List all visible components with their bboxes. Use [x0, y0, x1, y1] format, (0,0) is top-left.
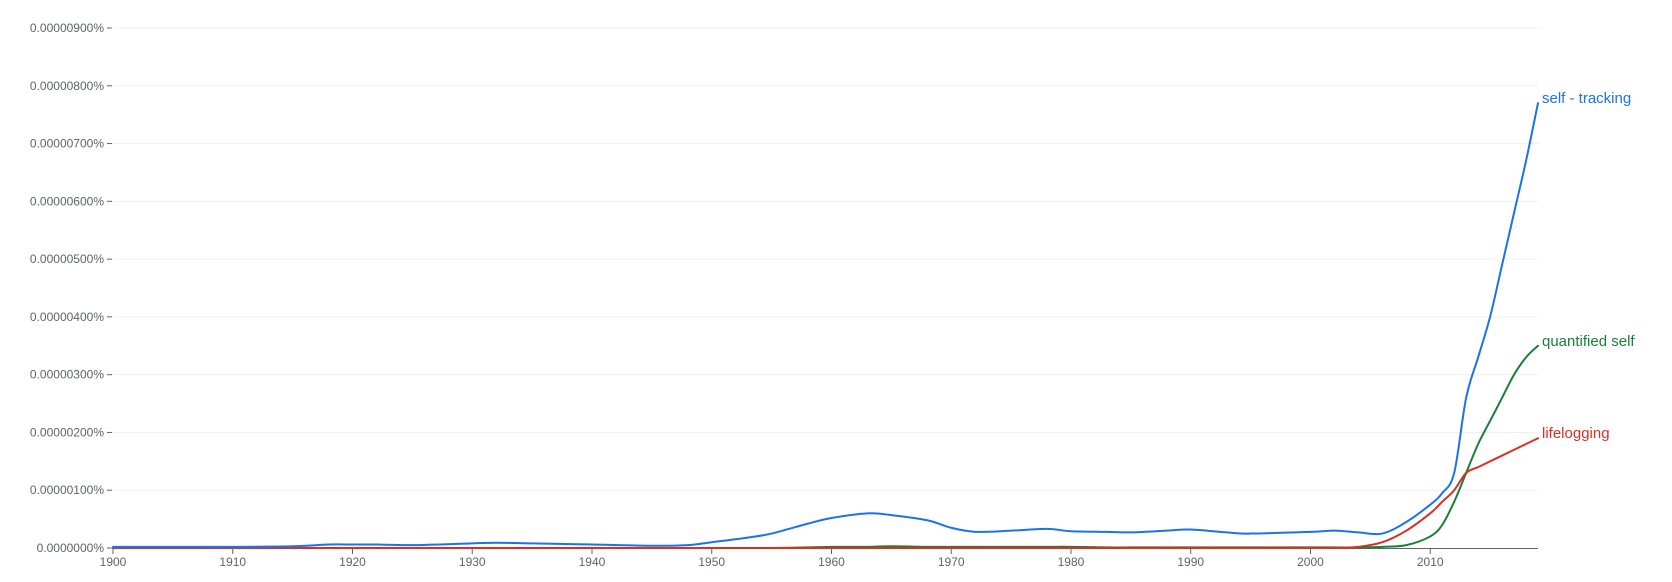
series-line-quantified-self[interactable] — [112, 344, 1539, 550]
x-tick-label: 1960 — [818, 555, 845, 569]
series-label-self-tracking[interactable]: self - tracking — [1542, 90, 1631, 107]
x-tick-label: 2000 — [1297, 555, 1324, 569]
gridlines — [113, 27, 1538, 491]
x-tick-label: 2010 — [1417, 555, 1444, 569]
series-line-self-tracking[interactable] — [112, 102, 1539, 548]
y-tick-label: 0.00000700% — [30, 137, 104, 151]
y-tick-label: 0.00000200% — [30, 425, 104, 439]
x-tick-label: 1970 — [938, 555, 965, 569]
x-axis: 1900 1910 1920 1930 1940 1950 1960 1970 1980 1990… — [100, 548, 1538, 569]
series-labels: self - tracking quantified self lifeloggin… — [1542, 90, 1635, 442]
x-tick-label: 1980 — [1058, 555, 1085, 569]
y-tick-label: 0.00000400% — [30, 310, 104, 324]
y-axis: 0.0000000% 0.00000100% 0.00000200% 0.000003… — [30, 21, 112, 555]
x-tick-label: 1930 — [459, 555, 486, 569]
x-tick-label: 1920 — [339, 555, 366, 569]
y-tick-label: 0.0000000% — [37, 541, 105, 555]
x-tick-label: 1940 — [579, 555, 606, 569]
x-tick-label: 1910 — [219, 555, 246, 569]
x-tick-label: 1950 — [698, 555, 725, 569]
y-tick-label: 0.00000300% — [30, 368, 104, 382]
x-tick-label: 1990 — [1177, 555, 1204, 569]
y-tick-label: 0.00000100% — [30, 483, 104, 497]
series-label-quantified-self[interactable]: quantified self — [1542, 333, 1635, 350]
series-lines — [112, 102, 1539, 550]
series-line-lifelogging[interactable] — [112, 437, 1539, 550]
y-tick-label: 0.00000900% — [30, 21, 104, 35]
y-tick-label: 0.00000500% — [30, 252, 104, 266]
series-label-lifelogging[interactable]: lifelogging — [1542, 425, 1610, 442]
y-tick-label: 0.00000800% — [30, 79, 104, 93]
x-tick-label: 1900 — [100, 555, 127, 569]
y-tick-label: 0.00000600% — [30, 194, 104, 208]
